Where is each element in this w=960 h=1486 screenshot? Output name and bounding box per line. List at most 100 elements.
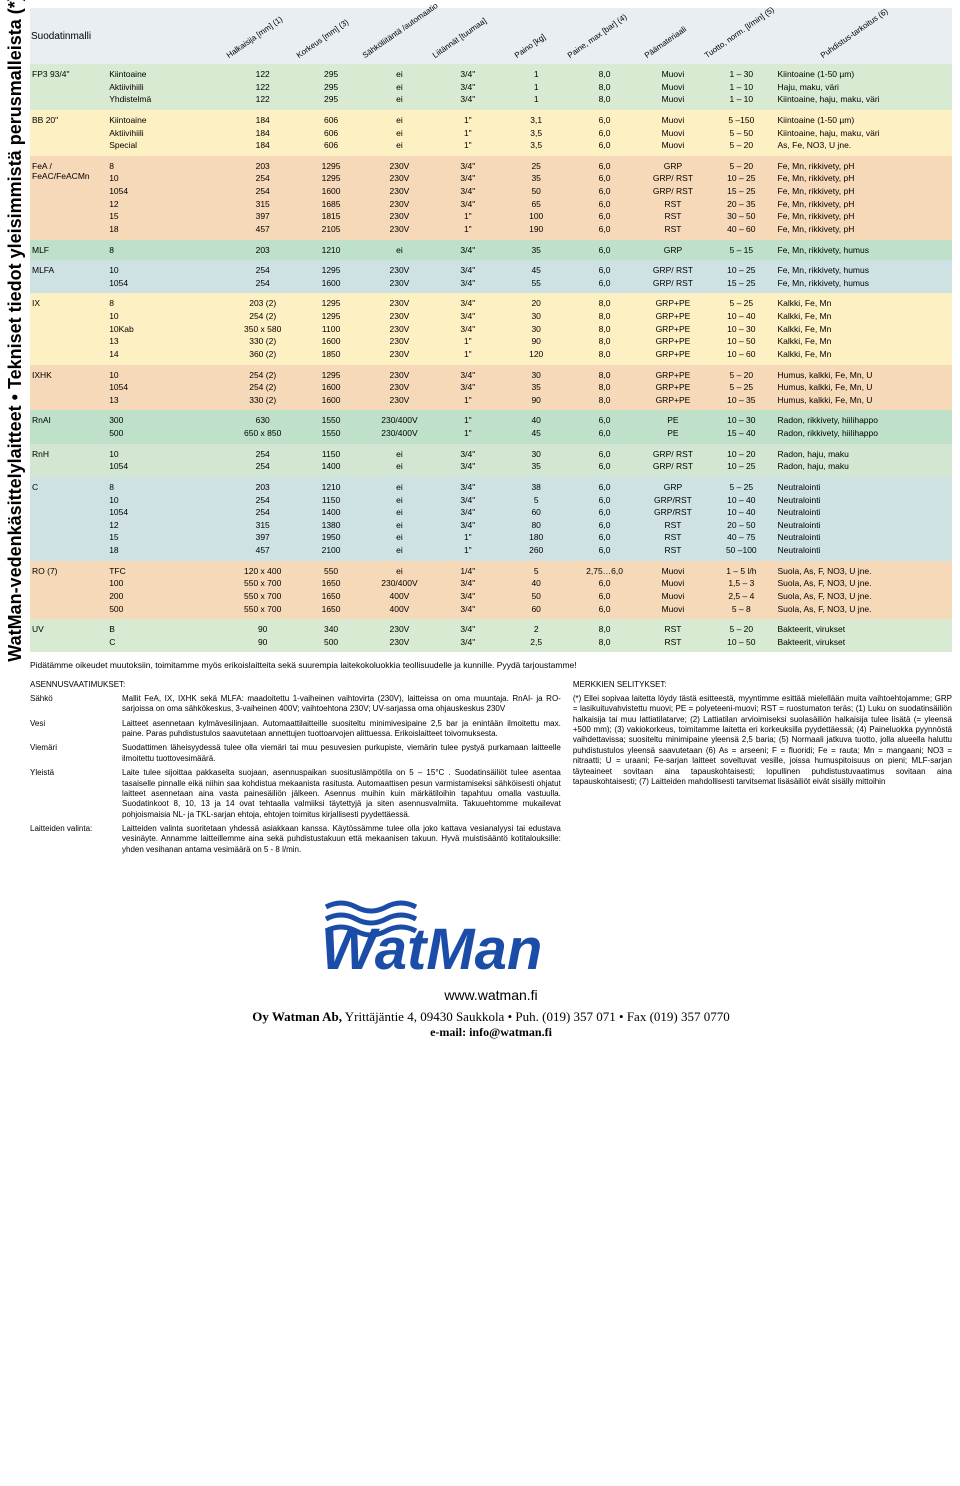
table-row: 102541150ei3/4"56,0GRP/RST10 – 40Neutral…	[30, 494, 952, 507]
data-cell: 90	[229, 636, 297, 653]
data-cell: 230V	[365, 156, 433, 173]
right-notes-body: (*) Ellei sopivaa laitetta löydy tästä e…	[573, 694, 952, 788]
data-cell: 230/400V	[365, 427, 433, 444]
data-cell: 6,0	[570, 156, 638, 173]
data-cell: 50	[502, 185, 570, 198]
data-cell: 180	[502, 531, 570, 544]
svg-text:WatMan: WatMan	[321, 917, 542, 979]
data-cell: 10 – 30	[707, 410, 775, 427]
data-cell: RST	[639, 210, 707, 223]
data-cell: 6,0	[570, 277, 638, 294]
data-cell: Neutralointi	[776, 531, 953, 544]
note-key: Sähkö	[30, 694, 120, 704]
data-cell: GRP+PE	[639, 394, 707, 411]
data-cell: 254 (2)	[229, 365, 297, 382]
sub-cell: 13	[107, 335, 228, 348]
data-cell: ei	[365, 506, 433, 519]
data-cell: 8,0	[570, 348, 638, 365]
data-cell: 10 – 35	[707, 394, 775, 411]
data-cell: 254	[229, 506, 297, 519]
data-cell: 8,0	[570, 310, 638, 323]
data-cell: GRP+PE	[639, 365, 707, 382]
data-cell: 230V	[365, 636, 433, 653]
table-row: RO (7)TFC120 x 400550ei1/4"52,75…6,0Muov…	[30, 561, 952, 578]
sub-cell: 1054	[107, 381, 228, 394]
table-row: RnAI3006301550230/400V1"406,0PE10 – 30Ra…	[30, 410, 952, 427]
data-cell: Humus, kalkki, Fe, Mn, U	[776, 394, 953, 411]
data-cell: 1815	[297, 210, 365, 223]
data-cell: ei	[365, 531, 433, 544]
data-cell: 6,0	[570, 127, 638, 140]
data-cell: ei	[365, 110, 433, 127]
data-cell: 230V	[365, 277, 433, 294]
data-cell: 90	[229, 619, 297, 636]
data-cell: 1"	[434, 223, 502, 240]
table-row: 13330 (2)1600230V1"908,0GRP+PE10 – 35Hum…	[30, 394, 952, 411]
data-cell: 8,0	[570, 636, 638, 653]
data-cell: GRP/ RST	[639, 277, 707, 294]
data-cell: 5	[502, 494, 570, 507]
data-cell: RST	[639, 531, 707, 544]
data-cell: 3,5	[502, 127, 570, 140]
data-cell: 457	[229, 544, 297, 561]
data-cell: 1850	[297, 348, 365, 365]
data-cell: 55	[502, 277, 570, 294]
table-row: 500550 x 7001650400V3/4"606,0Muovi5 – 8S…	[30, 603, 952, 620]
data-cell: 3/4"	[434, 277, 502, 294]
data-cell: 1210	[297, 240, 365, 261]
data-cell: 1/4"	[434, 561, 502, 578]
sub-cell: 18	[107, 544, 228, 561]
data-cell: 8,0	[570, 619, 638, 636]
data-cell: Fe, Mn, rikkivety, pH	[776, 198, 953, 211]
data-cell: 1 – 10	[707, 81, 775, 94]
data-cell: 35	[502, 460, 570, 477]
sub-cell: 18	[107, 223, 228, 240]
data-cell: 350 x 580	[229, 323, 297, 336]
data-cell: Suola, As, F, NO3, U jne.	[776, 577, 953, 590]
sub-cell: 12	[107, 519, 228, 532]
data-cell: 1	[502, 64, 570, 81]
data-cell: 122	[229, 93, 297, 110]
data-cell: PE	[639, 427, 707, 444]
data-cell: 6,0	[570, 223, 638, 240]
data-cell: 400V	[365, 590, 433, 603]
data-cell: 340	[297, 619, 365, 636]
data-cell: 10 – 25	[707, 460, 775, 477]
data-cell: RST	[639, 519, 707, 532]
note-val: Suodattimen läheisyydessä tulee olla vie…	[122, 743, 561, 764]
data-cell: 1	[502, 81, 570, 94]
data-cell: Muovi	[639, 64, 707, 81]
data-cell: 203	[229, 477, 297, 494]
data-cell: 30	[502, 310, 570, 323]
data-cell: 397	[229, 210, 297, 223]
spec-table: SuodatinmalliHalkaisija [mm] (1)Korkeus …	[30, 8, 952, 652]
sub-cell: 12	[107, 198, 228, 211]
table-row: FeA / FeAC/FeACMn82031295230V3/4"256,0GR…	[30, 156, 952, 173]
brand-logo: WatMan	[30, 889, 952, 981]
sub-cell: 100	[107, 577, 228, 590]
data-cell: 2,75…6,0	[570, 561, 638, 578]
data-cell: 315	[229, 519, 297, 532]
data-cell: ei	[365, 561, 433, 578]
data-cell: 1380	[297, 519, 365, 532]
data-cell: 550 x 700	[229, 603, 297, 620]
sub-cell: 8	[107, 156, 228, 173]
data-cell: 1550	[297, 410, 365, 427]
data-cell: 3/4"	[434, 381, 502, 394]
data-cell: 1295	[297, 365, 365, 382]
data-cell: 203	[229, 240, 297, 261]
col-header: Korkeus [mm] (3)	[297, 8, 365, 64]
data-cell: 3/4"	[434, 477, 502, 494]
data-cell: 10 – 50	[707, 636, 775, 653]
data-cell: 1 – 5 l/h	[707, 561, 775, 578]
data-cell: 20	[502, 293, 570, 310]
data-cell: 3/4"	[434, 603, 502, 620]
data-cell: Fe, Mn, rikkivety, pH	[776, 210, 953, 223]
table-row: 10542541600230V3/4"506,0GRP/ RST15 – 25F…	[30, 185, 952, 198]
data-cell: 50	[502, 590, 570, 603]
data-cell: 60	[502, 603, 570, 620]
data-cell: Neutralointi	[776, 519, 953, 532]
data-cell: 230V	[365, 185, 433, 198]
data-cell: GRP+PE	[639, 348, 707, 365]
data-cell: 184	[229, 110, 297, 127]
